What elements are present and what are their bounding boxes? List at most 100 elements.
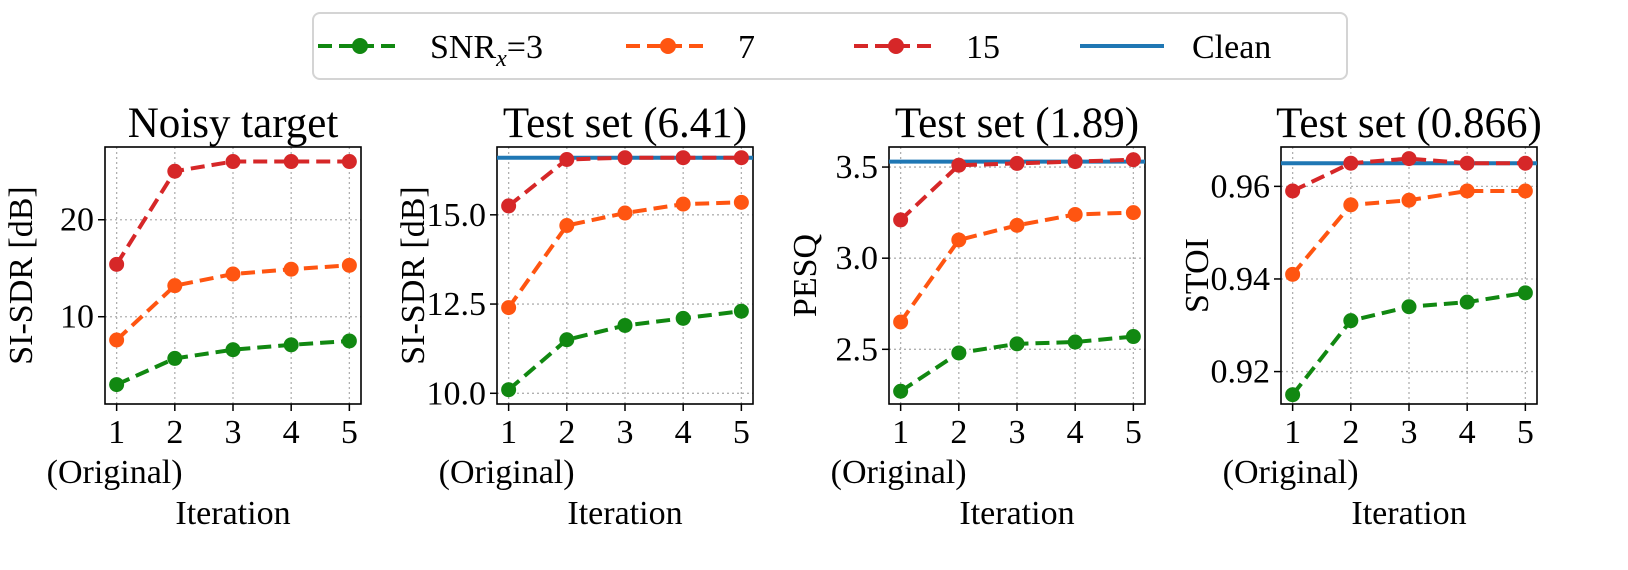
series-3: [893, 152, 1141, 228]
series-point: [109, 332, 125, 348]
series-point: [951, 345, 967, 361]
series-point: [617, 205, 633, 221]
series-point: [559, 332, 575, 348]
x-tick-label: 4: [283, 414, 300, 451]
series-point: [1009, 336, 1025, 352]
series-point: [733, 150, 749, 166]
legend-marker: [888, 38, 904, 54]
x-tick-label: 3: [225, 414, 242, 451]
x-tick-sublabel: (Original): [831, 454, 967, 491]
x-tick-label: 2: [1342, 414, 1359, 451]
series-point: [109, 377, 125, 393]
legend-entry-4: Clean: [1080, 29, 1271, 66]
series-point: [1401, 299, 1417, 315]
series-point: [341, 257, 357, 273]
series-2: [501, 194, 749, 316]
y-axis-label: SI-SDR [dB]: [395, 186, 432, 365]
legend-label-subscript: x: [495, 46, 507, 72]
x-tick-label: 2: [950, 414, 967, 451]
x-axis-label: Iteration: [959, 495, 1074, 532]
series-point: [559, 218, 575, 234]
chart-panel-3: 1 2 3 4 5 (Original) Iteration 2.5 3.0 3.5 PESQ Tes…: [787, 100, 1146, 532]
y-axis-label: SI-SDR [dB]: [3, 186, 40, 365]
series-point: [893, 383, 909, 399]
y-axis-label: STOI: [1179, 238, 1216, 313]
series-point: [733, 303, 749, 319]
series-point: [1125, 152, 1141, 168]
series-point: [501, 382, 517, 398]
chart-title: Test set (0.866): [1276, 100, 1542, 147]
series-2: [109, 257, 357, 348]
series-point: [1343, 155, 1359, 171]
series-3: [109, 154, 357, 272]
legend-entry-1: SNRx=3: [318, 29, 543, 72]
chart-panel-2: 1 2 3 4 5 (Original) Iteration 10.0 12.5 15.0SI-S…: [395, 100, 754, 532]
legend-entry-3: 15: [854, 29, 1000, 66]
series-point: [1009, 155, 1025, 171]
legend-svg: SNRx=3 7 15 Clean: [318, 29, 1271, 72]
series-point: [1517, 183, 1533, 199]
axes-frame: [888, 146, 1146, 405]
series-point: [341, 333, 357, 349]
x-axis-label: Iteration: [175, 495, 290, 532]
y-tick-label: 12.5: [427, 286, 487, 323]
series-point: [893, 314, 909, 330]
series-3: [1285, 151, 1533, 199]
series-point: [675, 150, 691, 166]
x-tick-label: 2: [166, 414, 183, 451]
series-point: [1459, 183, 1475, 199]
series-point: [951, 157, 967, 173]
x-tick-label: 5: [1125, 414, 1142, 451]
series-line: [1291, 156, 1526, 193]
x-tick-label: 1: [108, 414, 125, 451]
series-point: [675, 310, 691, 326]
x-tick-label: 3: [1009, 414, 1026, 451]
series-point: [733, 194, 749, 210]
y-tick-label: 10: [60, 299, 94, 336]
series-point: [1125, 329, 1141, 345]
chart-panel-1: 1 2 3 4 5 (Original) Iteration 10 20 SI-SDR [dB] N…: [3, 100, 362, 532]
legend-marker: [352, 38, 368, 54]
series-point: [951, 232, 967, 248]
series-point: [1343, 313, 1359, 329]
series-point: [283, 337, 299, 353]
series-point: [1401, 192, 1417, 208]
series-2: [893, 205, 1141, 330]
series-point: [167, 350, 183, 366]
x-axis-label: Iteration: [567, 495, 682, 532]
x-tick-label: 1: [1284, 414, 1301, 451]
y-tick-label: 0.96: [1211, 168, 1271, 205]
series-point: [893, 212, 909, 228]
legend-label-main: Clean: [1192, 29, 1271, 66]
x-axis-label: Iteration: [1351, 495, 1466, 532]
series-point: [1125, 205, 1141, 221]
x-tick-sublabel: (Original): [439, 454, 575, 491]
series-point: [1009, 217, 1025, 233]
y-tick-label: 3.0: [836, 240, 879, 277]
chart-title: Test set (6.41): [503, 100, 747, 147]
legend-label-main: SNR: [430, 29, 496, 66]
series-point: [501, 198, 517, 214]
series-point: [559, 151, 575, 167]
series-3: [501, 150, 749, 214]
series-point: [1067, 206, 1083, 222]
chart-panel-4: 1 2 3 4 5 (Original) Iteration 0.92 0.94 0.96 STOI…: [1179, 100, 1542, 532]
series-1: [501, 303, 749, 398]
legend-label-main: 7: [738, 29, 755, 66]
y-tick-label: 15.0: [427, 197, 487, 234]
x-tick-sublabel: (Original): [1223, 454, 1359, 491]
y-tick-label: 10.0: [427, 375, 487, 412]
x-tick-sublabel: (Original): [47, 454, 183, 491]
series-point: [675, 196, 691, 212]
series-point: [501, 300, 517, 316]
x-tick-label: 3: [1401, 414, 1418, 451]
series-1: [1285, 285, 1533, 403]
series-1: [109, 333, 357, 393]
series-point: [1343, 197, 1359, 213]
series-point: [283, 261, 299, 277]
y-tick-label: 20: [60, 202, 94, 239]
x-tick-label: 3: [617, 414, 634, 451]
series-point: [1517, 285, 1533, 301]
x-tick-label: 1: [500, 414, 517, 451]
